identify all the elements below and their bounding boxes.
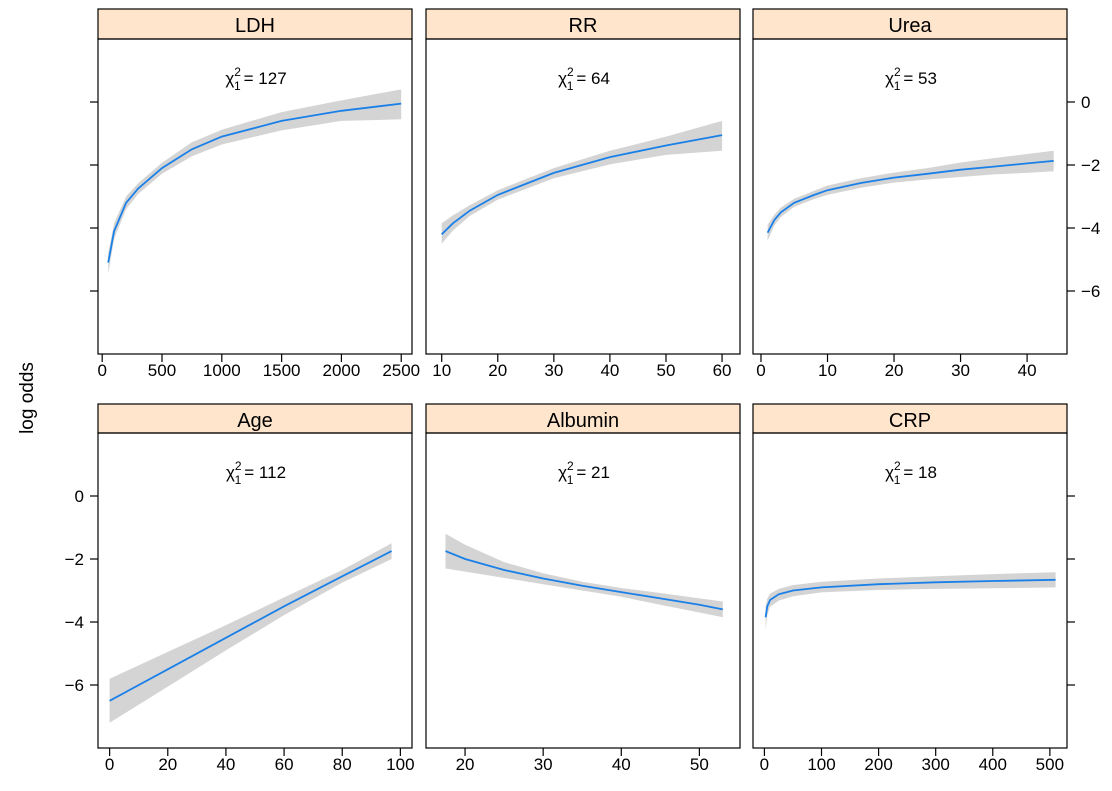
chi-square-label-crp: χ2 1 = 18	[885, 459, 937, 487]
x-tick-label-urea: 40	[1018, 361, 1037, 380]
strip-label-albumin: Albumin	[547, 410, 619, 432]
chi-square-label-rr: χ2 1 = 64	[558, 65, 610, 93]
chi-square-label-age: χ2 1 = 112	[226, 459, 286, 487]
panel-frame-crp	[752, 432, 1068, 749]
panel-albumin: Albumin χ2 1 = 21 20 30 40 50	[425, 403, 741, 774]
confidence-band-rr	[441, 120, 723, 244]
x-tick-label-rr: 30	[544, 361, 563, 380]
x-tick-label-urea: 30	[951, 361, 970, 380]
strip-albumin	[425, 403, 741, 434]
strip-age	[97, 403, 413, 434]
x-tick-label-age: 60	[275, 755, 294, 774]
x-tick-label-albumin: 50	[690, 755, 709, 774]
y-tick-label-urea: −2	[1081, 156, 1100, 175]
confidence-band-ldh	[108, 89, 402, 274]
x-tick-label-crp: 100	[807, 755, 835, 774]
y-tick-label-urea: −4	[1081, 219, 1100, 238]
chi-square-label-ldh: χ2 1 = 127	[225, 65, 286, 93]
x-tick-label-age: 20	[158, 755, 177, 774]
chi-square-label-albumin: χ2 1 = 21	[558, 459, 610, 487]
fit-line-age	[109, 550, 393, 702]
y-tick-label-age: −4	[65, 613, 84, 632]
x-tick-label-urea: 0	[756, 361, 765, 380]
x-tick-label-urea: 10	[818, 361, 837, 380]
x-tick-label-albumin: 20	[456, 755, 475, 774]
strip-ldh	[97, 8, 413, 40]
y-tick-label-urea: 0	[1081, 93, 1090, 112]
x-tick-label-ldh: 2500	[382, 361, 420, 380]
y-axis-label: log odds	[17, 362, 38, 434]
x-tick-label-crp: 400	[979, 755, 1007, 774]
x-tick-label-age: 40	[216, 755, 235, 774]
x-tick-label-albumin: 40	[612, 755, 631, 774]
confidence-band-urea	[767, 150, 1054, 241]
fit-line-rr	[441, 134, 723, 235]
panel-frame-ldh	[97, 38, 413, 355]
chi-square-label-urea: χ2 1 = 53	[885, 65, 937, 93]
x-tick-label-ldh: 0	[97, 361, 106, 380]
confidence-band-age	[109, 543, 392, 723]
x-tick-label-rr: 40	[600, 361, 619, 380]
strip-label-ldh: LDH	[235, 15, 275, 37]
panel-frame-age	[97, 432, 413, 749]
x-tick-label-age: 100	[386, 755, 414, 774]
fit-line-urea	[766, 160, 1054, 234]
strip-label-age: Age	[237, 410, 273, 432]
x-tick-label-ldh: 2000	[323, 361, 361, 380]
strip-label-rr: RR	[569, 15, 598, 37]
strip-label-crp: CRP	[889, 410, 931, 432]
strip-rr	[425, 8, 741, 40]
confidence-band-albumin	[445, 533, 723, 618]
strip-crp	[752, 403, 1068, 434]
y-tick-label-age: −6	[65, 676, 84, 695]
x-tick-label-ldh: 1000	[203, 361, 241, 380]
x-tick-label-ldh: 1500	[263, 361, 301, 380]
panel-frame-albumin	[425, 432, 741, 749]
x-tick-label-crp: 300	[922, 755, 950, 774]
y-tick-label-urea: −6	[1081, 282, 1100, 301]
x-tick-label-albumin: 30	[534, 755, 553, 774]
panel-rr: RR χ2 1 = 64 10 20 30 40 50 60	[425, 8, 741, 380]
panel-ldh: LDH χ2 1 = 127 0 500 1000 1500 2000 2500	[90, 8, 420, 380]
x-tick-label-age: 0	[105, 755, 114, 774]
panel-crp: CRP χ2 1 = 18 0 100 200 300 400 500	[752, 403, 1075, 774]
panel-frame-urea	[752, 38, 1068, 355]
x-tick-label-rr: 60	[713, 361, 732, 380]
strip-urea	[752, 8, 1068, 40]
x-tick-label-rr: 10	[432, 361, 451, 380]
x-tick-label-age: 80	[333, 755, 352, 774]
fit-line-albumin	[445, 550, 723, 611]
fit-line-crp	[764, 578, 1056, 618]
y-tick-label-age: 0	[75, 487, 84, 506]
panel-age: Age χ2 1 = 112 0 20 40 60 80 100 −6 −4 −2 0	[65, 403, 415, 774]
x-tick-label-rr: 50	[657, 361, 676, 380]
x-tick-label-urea: 20	[885, 361, 904, 380]
x-tick-label-rr: 20	[488, 361, 507, 380]
y-tick-label-age: −2	[65, 550, 84, 569]
x-tick-label-ldh: 500	[148, 361, 176, 380]
strip-label-urea: Urea	[888, 15, 932, 37]
x-tick-label-crp: 200	[864, 755, 892, 774]
panel-urea: Urea χ2 1 = 53 0 10 20 30 40 −6 −4 −2 0	[752, 8, 1100, 380]
fit-line-ldh	[107, 102, 402, 263]
panel-frame-rr	[425, 38, 741, 355]
x-tick-label-crp: 0	[760, 755, 769, 774]
x-tick-label-crp: 500	[1036, 755, 1064, 774]
